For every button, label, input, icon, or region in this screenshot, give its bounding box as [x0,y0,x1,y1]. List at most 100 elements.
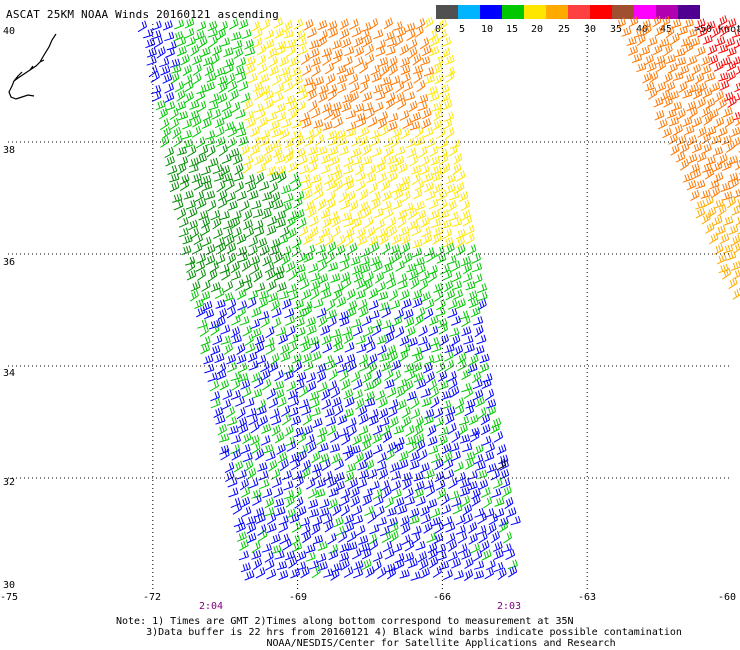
wind-barb-979 [245,342,256,354]
wind-barb-east-1719 [665,81,676,92]
wind-barb-1117 [343,388,354,400]
wind-barb-905 [285,315,295,326]
wind-barb-869 [468,297,479,309]
wind-barb-95 [267,47,278,59]
wind-barb-205 [252,81,263,93]
wind-barb-1186 [248,414,258,426]
wind-barb-1492 [488,513,498,526]
wind-barb-210 [307,82,317,94]
wind-barb-1537 [426,532,437,543]
wind-barb-1392 [240,486,251,499]
wind-barb-845 [202,300,213,312]
wind-barb-266 [331,101,342,112]
wind-barb-east-1656 [621,26,632,37]
wind-barb-1033 [268,361,279,373]
wind-barb-111 [440,47,451,59]
wind-barb-1378 [369,480,380,491]
wind-barb-1189 [282,413,291,426]
wind-barb-938 [363,325,374,338]
wind-barb-915 [392,315,403,327]
wind-barb-566 [381,200,392,211]
wind-barb-1408 [413,487,424,499]
wind-barb-324 [377,117,388,130]
wind-barb-east-1731 [702,87,713,99]
wind-barb-259 [253,103,264,113]
wind-barb-900 [231,314,241,326]
wind-barb-100 [321,47,333,58]
wind-barb-437 [439,153,449,166]
wind-barb-1384 [435,479,446,491]
wind-barb-890 [403,308,414,320]
wind-barb-684 [205,244,216,256]
wind-barb-east-1823 [728,224,739,236]
wind-barb-1008 [280,351,291,363]
wind-barb-1056 [238,372,249,383]
wind-barb-479 [311,174,322,184]
wind-barb-1632 [377,567,387,580]
wind-barb-213 [336,82,347,94]
wind-barb-1157 [213,406,224,418]
wind-barb-1075 [447,370,457,382]
wind-barb-790 [190,281,201,292]
wind-barb-1476 [312,516,323,527]
wind-barb-east-1707 [735,64,740,75]
wind-barb-1376 [348,477,359,490]
wind-barb-1141 [321,398,332,410]
wind-barb-432 [386,155,398,165]
wind-barb-east-1766 [668,133,678,145]
wind-barb-east-1724 [719,80,730,91]
wind-barb-523 [205,190,216,200]
wind-barb-562 [340,199,351,210]
wind-barb-565 [371,198,381,210]
wind-barb-east-1671 [670,32,680,45]
wind-barb-813 [443,280,454,293]
wind-barb-east-1717 [644,81,655,92]
wind-barb-east-1748 [709,108,719,120]
wind-barb-1208 [491,417,502,429]
wind-barb-255 [208,101,219,111]
wind-barb-1549 [282,538,292,551]
wind-barb-796 [255,282,266,293]
wind-barb-485 [377,172,387,184]
wind-barb-480 [323,173,334,185]
wind-barb-503 [281,184,292,195]
wind-barb-1328 [389,462,400,473]
wind-barb-704 [424,247,435,257]
wind-barb-1004 [236,354,247,365]
wind-barb-1270 [318,442,329,453]
wind-barb-428 [343,156,354,167]
wind-barb-856 [326,298,336,312]
wind-barb-775 [318,273,329,285]
wind-barb-261 [275,102,286,114]
wind-barb-1571 [251,550,262,560]
wind-barb-1643 [497,567,507,581]
wind-barb-east-1776 [701,143,712,154]
wind-barb-547 [173,199,184,211]
wind-barb-1209 [217,423,228,436]
wind-barb-1303 [398,450,409,462]
wind-barb-940 [385,324,395,336]
wind-barb-1244 [316,433,326,446]
wind-barb-195 [445,70,455,83]
wind-barb-1527 [312,534,324,545]
wind-barb-1118 [353,389,363,400]
wind-barb-1410 [436,487,447,500]
wind-barb-892 [423,307,434,320]
wind-barb-698 [360,247,371,258]
wind-barb-1022 [432,353,443,364]
wind-barb-1013 [333,354,344,366]
wind-barb-1048 [435,361,446,374]
wind-barb-1515 [455,524,466,535]
wind-barb-1395 [273,487,284,498]
wind-barb-801 [310,279,321,292]
wind-barb-529 [271,191,281,204]
wind-barb-716 [262,255,272,267]
wind-barb-1555 [347,541,358,551]
wind-barb-1598 [276,560,288,571]
wind-barb-301 [422,108,432,120]
wind-barb-281 [202,110,213,122]
wind-barb-546 [458,191,469,202]
wind-barb-east-1664 [711,26,721,38]
wind-barb-1635 [410,571,421,581]
wind-barb-280 [189,109,200,121]
